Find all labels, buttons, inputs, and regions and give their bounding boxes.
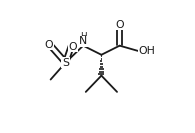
Text: H: H	[80, 32, 87, 41]
Text: OH: OH	[138, 46, 155, 56]
Text: O: O	[115, 20, 124, 30]
Text: N: N	[79, 36, 87, 46]
Text: S: S	[62, 58, 69, 68]
Text: O: O	[69, 42, 77, 52]
Text: O: O	[45, 40, 53, 50]
